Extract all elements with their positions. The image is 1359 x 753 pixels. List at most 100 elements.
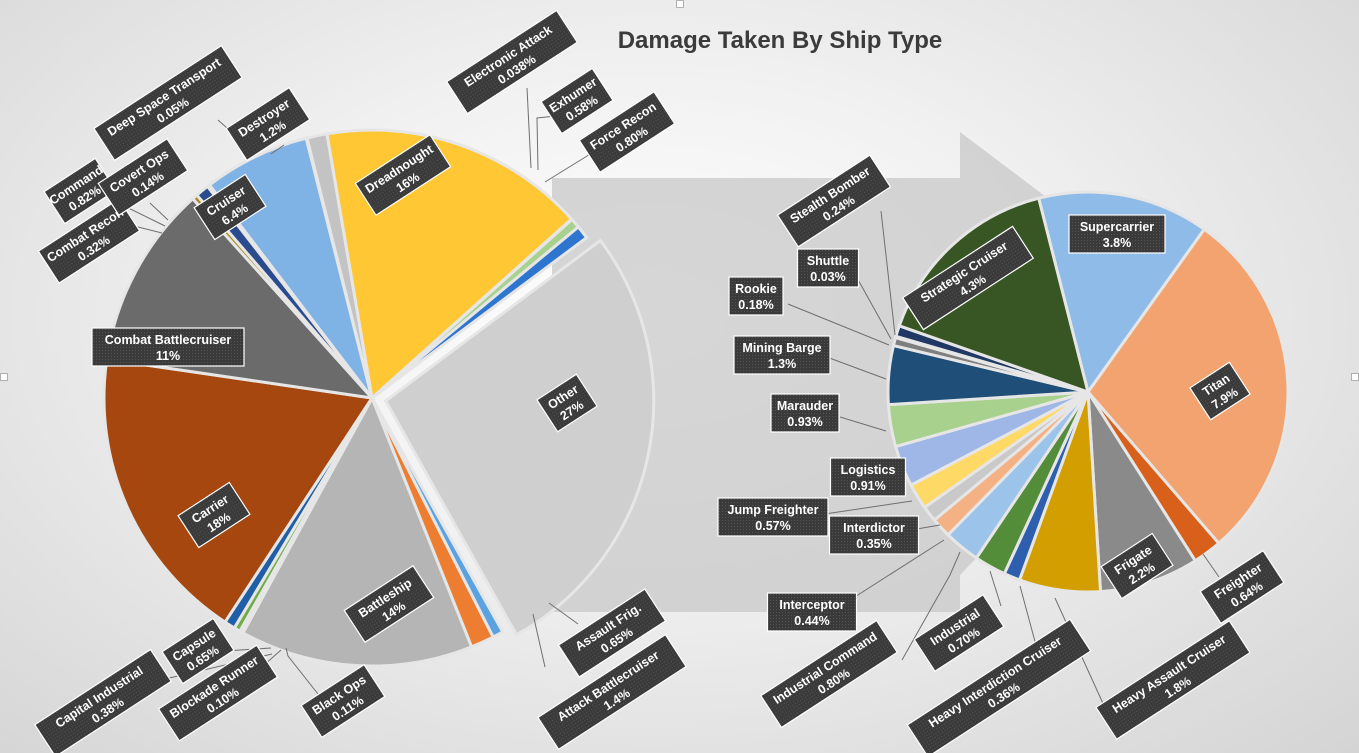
label-box <box>300 663 386 739</box>
label-box <box>901 225 1035 331</box>
label-name: Logistics <box>841 463 896 477</box>
leader-line-jump-freighter <box>817 500 913 516</box>
label-value: 3.8% <box>1103 236 1132 250</box>
main-slice-destroyer <box>305 132 374 399</box>
label-box <box>578 90 676 174</box>
leader-line-destroyer <box>270 144 285 155</box>
label-box <box>717 497 829 537</box>
secondary-label-interceptor: Interceptor 0.44% <box>766 592 858 632</box>
label-box <box>177 481 251 549</box>
leader-line-exhumer <box>536 115 557 171</box>
main-slice-other <box>383 238 656 637</box>
label-value: 0.03% <box>810 270 845 284</box>
leader-line-freighter <box>1202 553 1220 578</box>
label-box <box>157 644 279 742</box>
selection-handle[interactable] <box>676 0 684 8</box>
selection-handle[interactable] <box>1351 373 1359 381</box>
leader-line-covert-ops <box>149 202 169 221</box>
label-value: 0.35% <box>856 537 891 551</box>
secondary-pie <box>886 190 1290 594</box>
secondary-slice-frigate <box>1086 391 1198 594</box>
label-box <box>343 564 435 644</box>
label-value: 0.93% <box>787 415 822 429</box>
label-box <box>770 393 840 433</box>
label-box <box>913 593 1005 673</box>
leader-line-stealth-bomber <box>880 210 896 336</box>
leader-line-shuttle <box>855 275 892 340</box>
label-name: Combat Battlecruiser <box>105 333 232 347</box>
label-box <box>161 617 235 685</box>
label-box <box>93 44 243 162</box>
leader-line-black-ops <box>285 647 319 695</box>
label-box <box>193 173 267 241</box>
label-name: Interdictor <box>843 521 905 535</box>
label-box <box>445 9 579 115</box>
label-box <box>33 648 173 753</box>
label-value: 1.3% <box>768 357 797 371</box>
label-box <box>759 619 899 729</box>
leader-line-attack-battlecruiser <box>532 613 546 668</box>
label-name: Interceptor <box>779 598 844 612</box>
label-name: Supercarrier <box>1080 220 1154 234</box>
leader-line-industrial-command <box>901 551 961 661</box>
label-value: 0.57% <box>755 519 790 533</box>
label-box <box>225 86 311 162</box>
label-box <box>906 618 1092 753</box>
secondary-label-mining-barge: Mining Barge 1.3% <box>733 335 831 375</box>
selection-handle[interactable] <box>0 373 8 381</box>
label-box <box>1100 532 1174 600</box>
label-box <box>91 327 245 367</box>
label-box <box>37 198 141 284</box>
label-box <box>829 457 907 497</box>
main-slice-carrier <box>102 357 375 625</box>
label-value: 11% <box>156 349 180 363</box>
label-box <box>1189 361 1251 421</box>
leader-line-rookie <box>787 303 890 346</box>
secondary-label-marauder: Marauder 0.93% <box>770 393 840 433</box>
label-name: Marauder <box>777 399 833 413</box>
label-value: 0.18% <box>738 298 773 312</box>
leader-line-marauder <box>839 416 887 432</box>
main-pie <box>102 128 656 668</box>
label-box <box>97 137 189 217</box>
label-box <box>733 335 831 375</box>
secondary-label-jump-freighter: Jump Freighter 0.57% <box>717 497 829 537</box>
label-box <box>1095 619 1251 741</box>
label-box <box>728 276 784 316</box>
secondary-label-shuttle: Shuttle 0.03% <box>796 248 860 288</box>
secondary-label-logistics: Logistics 0.91% <box>829 457 907 497</box>
main-slice-force-recon <box>371 224 589 400</box>
secondary-slice-titan <box>1086 227 1290 546</box>
label-box <box>1068 214 1166 254</box>
secondary-label-rookie: Rookie 0.18% <box>728 276 784 316</box>
label-value: 0.91% <box>850 479 885 493</box>
leader-line-interceptor <box>849 539 945 601</box>
label-box <box>537 633 687 751</box>
leader-line-electronic-attack <box>526 87 532 169</box>
secondary-label-supercarrier: Supercarrier 3.8% <box>1068 214 1166 254</box>
label-box <box>536 373 598 433</box>
secondary-label-interdictor: Interdictor 0.35% <box>828 515 920 555</box>
leader-line-industrial <box>989 570 1002 607</box>
secondary-slice-strategic-cruiser <box>897 196 1091 395</box>
label-value: 0.44% <box>794 614 829 628</box>
label-name: Jump Freighter <box>728 503 819 517</box>
label-box <box>776 154 892 248</box>
label-box <box>1199 549 1285 625</box>
label-box <box>766 592 858 632</box>
leader-line-assault-frig <box>548 602 579 625</box>
leader-line-mining-barge <box>823 355 887 380</box>
label-box <box>828 515 920 555</box>
label-name: Rookie <box>735 282 777 296</box>
chart-title: Damage Taken By Ship Type <box>618 27 943 54</box>
label-box <box>796 248 860 288</box>
